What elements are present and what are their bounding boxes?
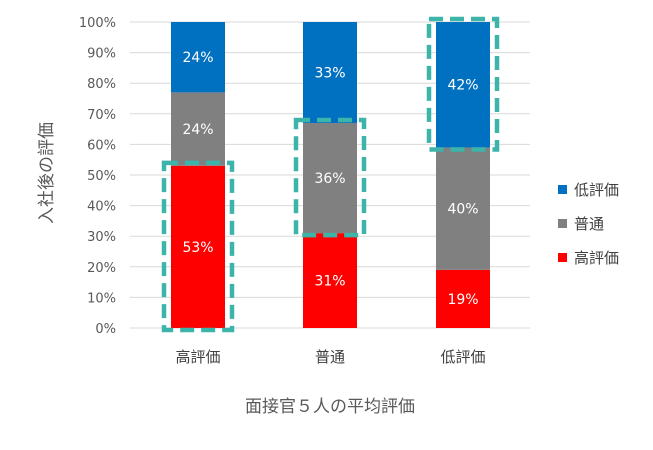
bar-segment [436,147,490,270]
bar-segment [171,22,225,93]
legend-swatch [558,185,567,194]
y-tick-label: 30% [87,230,116,245]
bar-segment [303,22,357,123]
bar-segment [436,269,490,328]
x-category-label: 高評価 [175,348,220,366]
y-tick-label: 70% [87,108,116,123]
x-category-label: 低評価 [440,348,485,366]
y-tick-label: 90% [87,47,116,62]
highlight-box [293,117,367,238]
highlight-boxes [161,16,500,333]
data-label: 53% [182,240,213,256]
legend-swatch [558,253,567,262]
y-tick-label: 60% [87,138,116,153]
bar-segment [303,233,357,328]
bar-segment [436,22,490,148]
y-tick-label: 10% [87,291,116,306]
bar-segment [171,165,225,328]
data-label: 19% [447,292,478,308]
y-tick-label: 100% [79,16,116,31]
x-axis-title: 面接官５人の平均評価 [245,397,415,417]
bar-segment [171,92,225,166]
data-label: 31% [314,274,345,290]
legend-swatch [558,219,567,228]
y-tick-label: 20% [87,261,116,276]
y-axis-ticks: 0% 10% 20% 30% 40% 50% 60% 70% 80% 90% 100% [79,16,116,337]
data-label: 24% [182,50,213,66]
legend-label: 高評価 [574,249,619,267]
highlight-box [426,16,500,152]
data-label: 36% [314,171,345,187]
data-label: 40% [447,202,478,218]
y-tick-label: 40% [87,200,116,215]
y-tick-label: 50% [87,169,116,184]
x-category-label: 普通 [315,348,345,366]
data-label: 42% [447,78,478,94]
y-tick-label: 80% [87,77,116,92]
data-label: 24% [182,122,213,138]
bars: 53% 24% 24% 31% 36% 33% 19% 40% 42% [171,22,490,328]
legend-label: 低評価 [574,181,619,199]
highlight-box [161,160,235,333]
y-tick-label: 0% [95,322,116,337]
x-axis-categories: 高評価 普通 低評価 [175,348,485,366]
data-label: 33% [314,65,345,81]
y-axis-title: 入社後の評価 [37,122,57,224]
legend-label: 普通 [574,215,604,233]
bar-segment [303,122,357,234]
